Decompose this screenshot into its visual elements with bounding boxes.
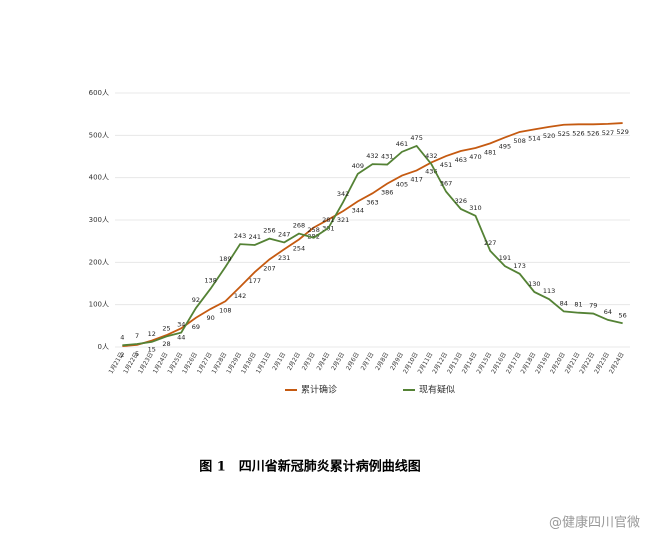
data-label: 520 (543, 132, 555, 140)
chart-title: 图 1 四川省新冠肺炎累计病例曲线图 (199, 459, 421, 475)
data-label: 241 (249, 233, 261, 241)
data-label: 64 (604, 308, 612, 316)
data-label: 417 (410, 175, 422, 183)
data-label: 529 (616, 128, 628, 136)
data-label: 514 (528, 134, 540, 142)
data-label: 191 (499, 254, 511, 262)
line-series (122, 122, 623, 348)
data-label: 142 (234, 292, 246, 300)
data-label: 177 (249, 277, 261, 285)
line-series (122, 144, 623, 347)
data-label: 386 (381, 189, 393, 197)
data-label: 81 (574, 301, 582, 309)
data-label: 227 (484, 239, 496, 247)
data-label: 44 (177, 333, 185, 341)
data-label: 527 (602, 129, 614, 137)
data-label: 7 (135, 332, 139, 340)
y-tick-label: 400人 (89, 174, 109, 182)
data-label: 4 (120, 333, 124, 341)
data-label: 258 (307, 226, 319, 234)
data-label: 56 (619, 311, 627, 319)
legend-label: 现有疑似 (419, 384, 455, 396)
legend-label: 累计确诊 (301, 384, 337, 396)
data-label: 12 (148, 330, 156, 338)
data-label: 247 (278, 230, 290, 238)
y-tick-label: 200人 (89, 258, 109, 266)
data-label: 451 (440, 161, 452, 169)
data-label: 310 (469, 204, 481, 212)
data-label: 432 (366, 152, 378, 160)
data-label: 268 (293, 222, 305, 230)
data-label: 15 (148, 346, 156, 354)
data-label: 526 (572, 129, 584, 137)
data-label: 431 (381, 153, 393, 161)
data-label: 461 (396, 140, 408, 148)
data-label: 405 (396, 181, 408, 189)
data-label: 256 (263, 227, 275, 235)
data-label: 79 (589, 302, 597, 310)
data-label: 243 (234, 232, 246, 240)
y-tick-label: 100人 (89, 301, 109, 309)
data-label: 342 (337, 190, 349, 198)
data-label: 189 (219, 255, 231, 263)
data-label: 28 (162, 340, 170, 348)
data-label: 254 (293, 244, 305, 252)
data-label: 138 (204, 277, 216, 285)
data-label: 282 (307, 233, 319, 241)
data-label: 481 (484, 148, 496, 156)
data-label: 475 (410, 134, 422, 142)
data-label: 92 (192, 296, 200, 304)
data-label: 363 (366, 198, 378, 206)
data-label: 130 (528, 280, 540, 288)
data-label: 90 (207, 314, 215, 322)
data-label: 432 (425, 152, 437, 160)
data-label: 409 (352, 162, 364, 170)
data-label: 367 (440, 180, 452, 188)
watermark: @健康四川官微 (549, 515, 640, 531)
data-label: 463 (455, 156, 467, 164)
data-label: 525 (558, 130, 570, 138)
y-tick-label: 500人 (89, 131, 109, 139)
data-label: 207 (263, 264, 275, 272)
data-label: 436 (425, 167, 437, 175)
data-label: 173 (513, 262, 525, 270)
data-label: 69 (192, 323, 200, 331)
data-label: 2 (120, 351, 124, 359)
y-tick-label: 0人 (98, 343, 109, 351)
data-label: 508 (513, 137, 525, 145)
data-label: 34 (177, 321, 185, 329)
data-label: 326 (455, 197, 467, 205)
data-label: 84 (560, 299, 568, 307)
data-label: 5 (135, 350, 139, 358)
data-label: 281 (322, 216, 334, 224)
data-label: 495 (499, 142, 511, 150)
data-label: 113 (543, 287, 555, 295)
data-label: 321 (337, 216, 349, 224)
data-label: 344 (352, 206, 364, 214)
data-label: 108 (219, 306, 231, 314)
y-tick-label: 300人 (89, 216, 109, 224)
y-tick-label: 600人 (89, 89, 109, 97)
data-label: 470 (469, 153, 481, 161)
data-label: 25 (162, 324, 170, 332)
data-label: 231 (278, 254, 290, 262)
data-label: 526 (587, 129, 599, 137)
